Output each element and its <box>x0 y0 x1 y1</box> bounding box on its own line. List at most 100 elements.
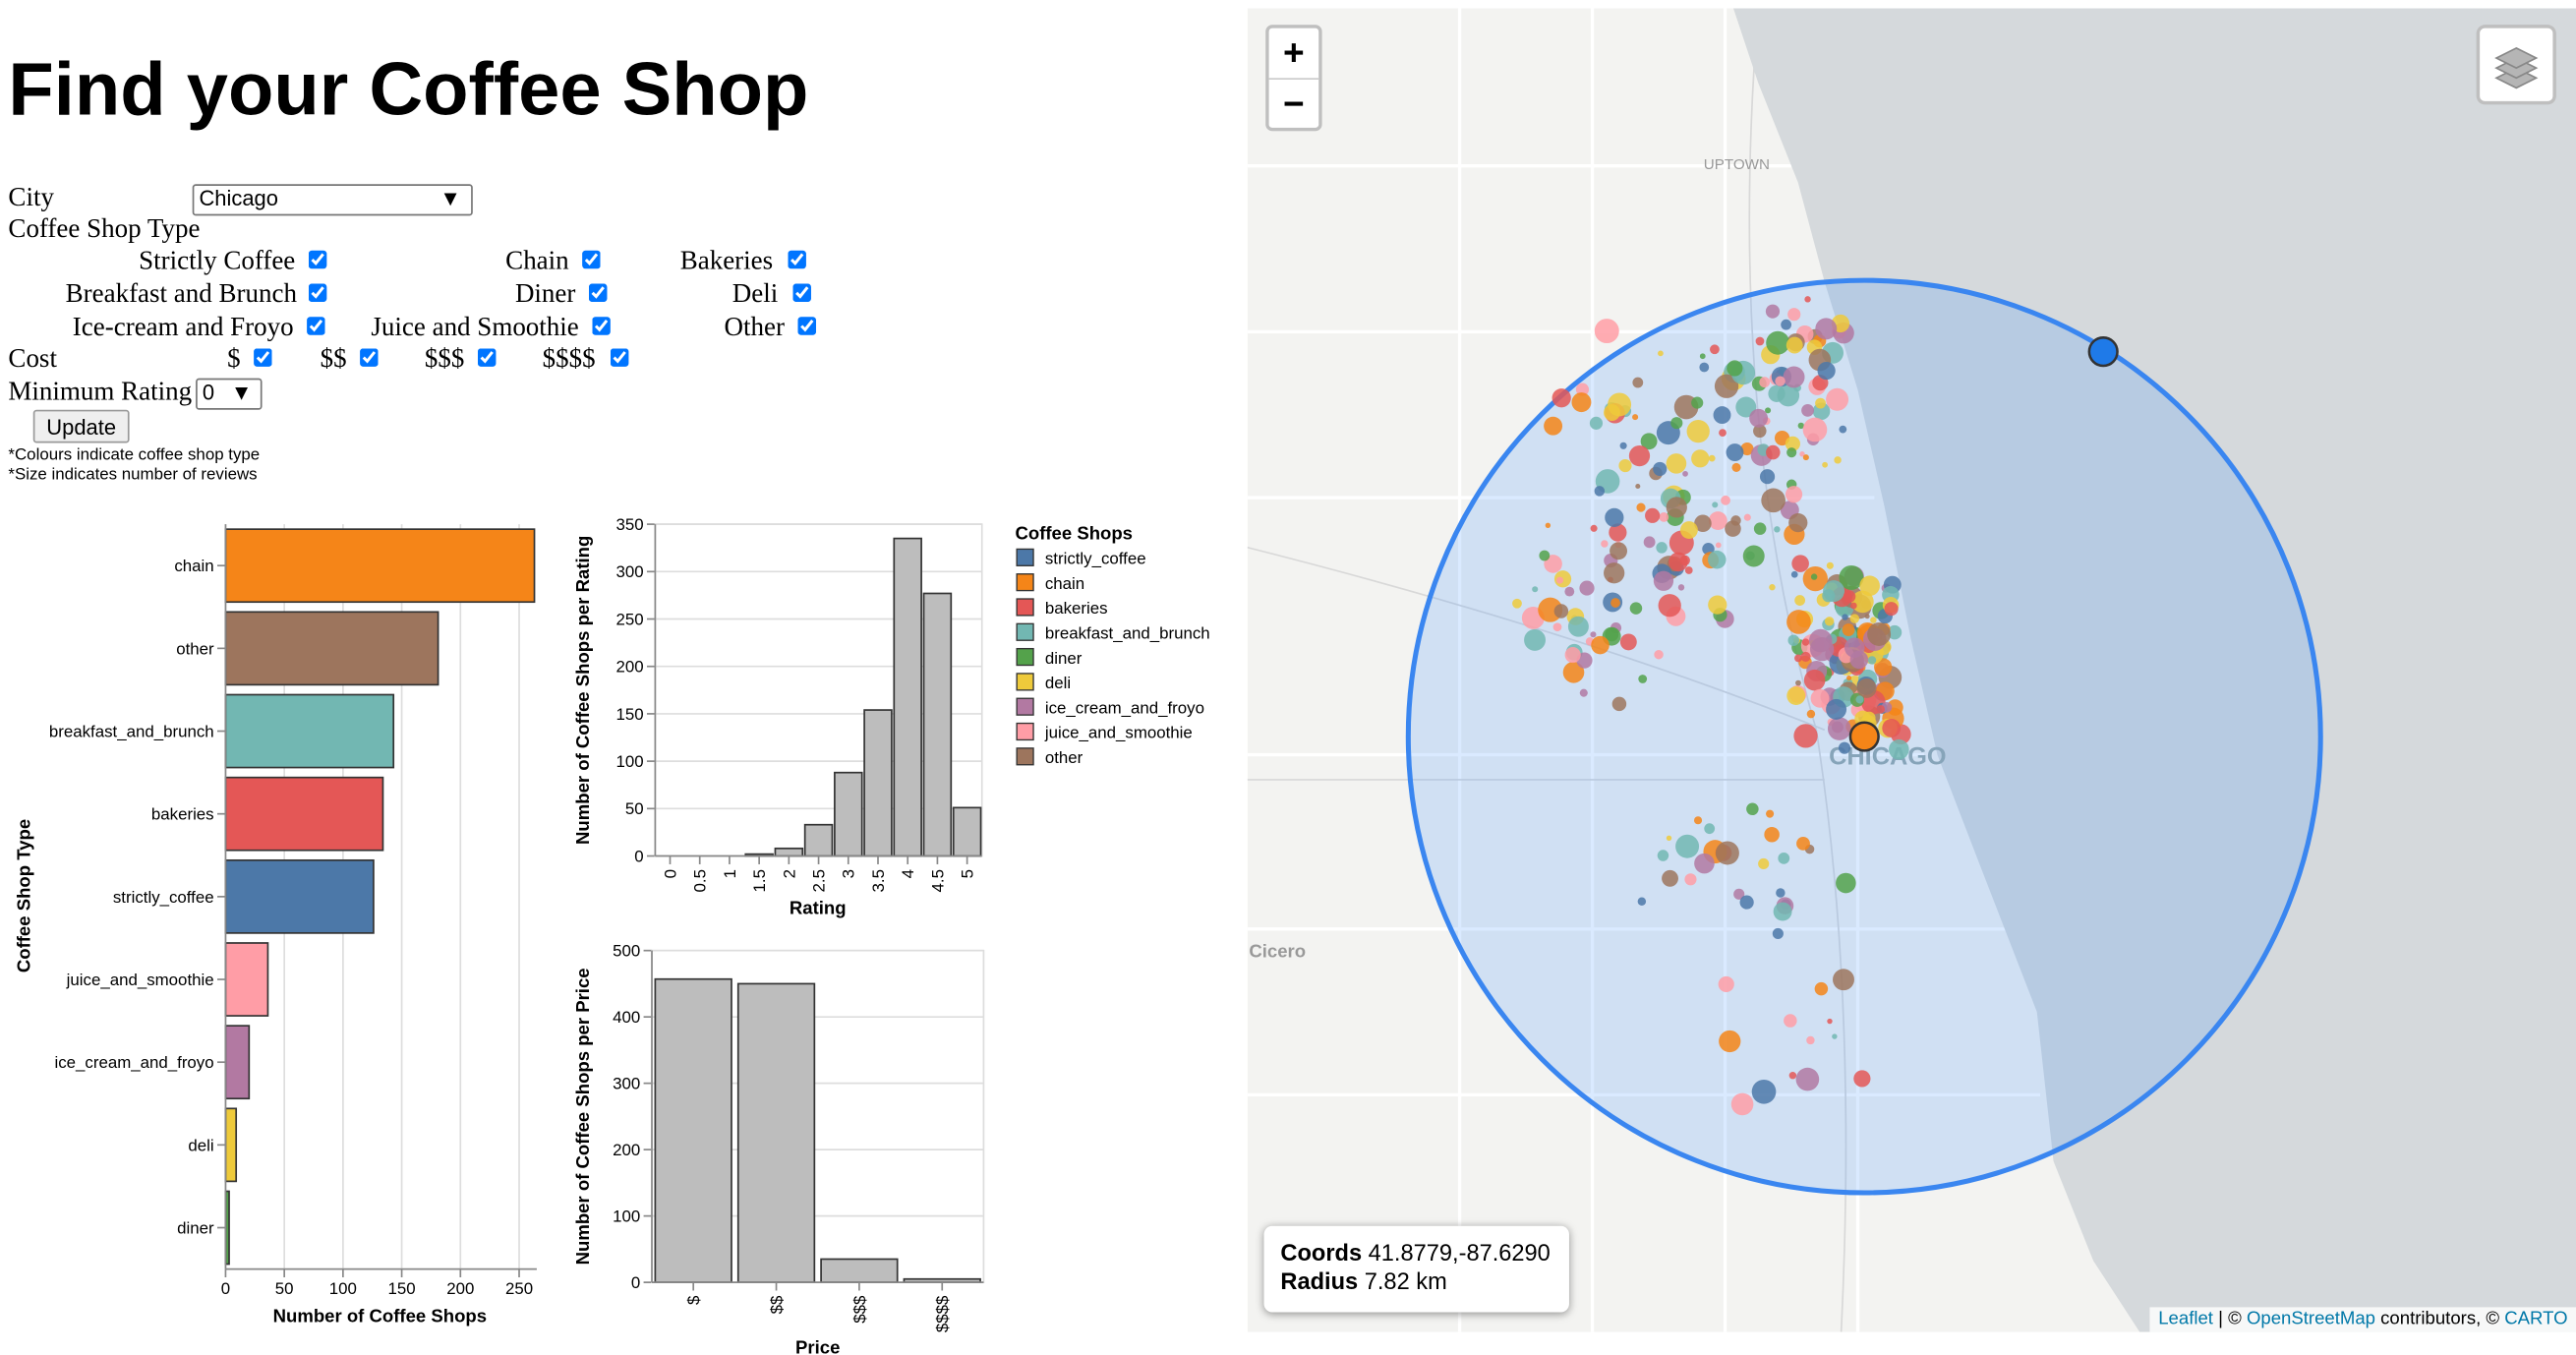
shop-marker[interactable] <box>1718 975 1734 993</box>
center-marker[interactable] <box>1848 721 1880 752</box>
shop-marker[interactable] <box>1773 902 1792 921</box>
shop-marker[interactable] <box>1777 383 1800 407</box>
shop-marker[interactable] <box>1783 366 1805 388</box>
attribution-link[interactable]: CARTO <box>2504 1309 2568 1329</box>
attribution-link[interactable]: Leaflet <box>2158 1309 2213 1329</box>
shop-marker[interactable] <box>1594 486 1606 497</box>
shop-marker[interactable] <box>1746 802 1759 816</box>
shop-marker[interactable] <box>1836 872 1856 894</box>
shop-marker[interactable] <box>1889 738 1909 760</box>
shop-marker[interactable] <box>1765 304 1781 319</box>
shop-marker[interactable] <box>1814 981 1829 996</box>
shop-marker[interactable] <box>1654 649 1664 660</box>
checkbox[interactable] <box>610 348 629 367</box>
shop-marker[interactable] <box>1635 483 1641 490</box>
shop-marker[interactable] <box>1775 376 1786 386</box>
shop-marker[interactable] <box>1532 586 1539 593</box>
shop-marker[interactable] <box>1715 841 1739 865</box>
shop-marker[interactable] <box>1769 584 1776 591</box>
shop-marker[interactable] <box>1824 617 1835 626</box>
shop-marker[interactable] <box>1653 570 1674 591</box>
shop-marker[interactable] <box>1804 296 1811 303</box>
shop-marker[interactable] <box>1749 408 1769 428</box>
shop-marker[interactable] <box>1590 524 1598 532</box>
shop-marker[interactable] <box>1653 461 1668 477</box>
shop-marker[interactable] <box>1544 416 1563 436</box>
checkbox[interactable] <box>477 348 497 367</box>
shop-marker[interactable] <box>1806 709 1816 719</box>
shop-marker[interactable] <box>1524 628 1547 651</box>
shop-marker[interactable] <box>1604 562 1625 584</box>
shop-marker[interactable] <box>1512 598 1522 609</box>
shop-marker[interactable] <box>1884 602 1899 617</box>
layers-control[interactable] <box>2476 25 2556 105</box>
radius-handle[interactable] <box>2087 336 2119 368</box>
city-select[interactable]: Chicago ▼ <box>192 184 473 216</box>
checkbox[interactable] <box>788 250 806 269</box>
shop-marker[interactable] <box>1629 602 1643 615</box>
shop-marker[interactable] <box>1801 403 1814 417</box>
shop-marker[interactable] <box>1849 650 1869 670</box>
checkbox[interactable] <box>582 250 601 269</box>
shop-marker[interactable] <box>1562 661 1585 683</box>
checkbox[interactable] <box>792 283 811 303</box>
shop-marker[interactable] <box>1759 377 1771 388</box>
shop-marker[interactable] <box>1793 724 1818 748</box>
shop-marker[interactable] <box>1743 513 1751 521</box>
shop-marker[interactable] <box>1876 705 1886 714</box>
shop-marker[interactable] <box>1699 362 1710 373</box>
shop-marker[interactable] <box>1726 443 1744 462</box>
shop-marker[interactable] <box>1636 502 1646 512</box>
shop-marker[interactable] <box>1605 507 1624 527</box>
shop-marker[interactable] <box>1788 512 1808 533</box>
shop-marker[interactable] <box>1867 621 1892 646</box>
shop-marker[interactable] <box>1730 1092 1754 1116</box>
shop-marker[interactable] <box>1795 1067 1820 1091</box>
checkbox[interactable] <box>308 283 327 303</box>
shop-marker[interactable] <box>1713 406 1731 425</box>
shop-marker[interactable] <box>1609 523 1627 542</box>
shop-marker[interactable] <box>1827 1018 1833 1025</box>
shop-marker[interactable] <box>1679 521 1698 539</box>
shop-marker[interactable] <box>1766 330 1790 355</box>
shop-marker[interactable] <box>1553 604 1569 619</box>
shop-marker[interactable] <box>1694 514 1712 533</box>
shop-marker[interactable] <box>1765 407 1772 414</box>
shop-marker[interactable] <box>1666 497 1687 518</box>
shop-marker[interactable] <box>1555 576 1564 584</box>
shop-marker[interactable] <box>1867 656 1877 665</box>
shop-marker[interactable] <box>1815 397 1826 409</box>
shop-marker[interactable] <box>1776 888 1786 898</box>
shop-marker[interactable] <box>1628 444 1651 467</box>
shop-marker[interactable] <box>1735 396 1757 418</box>
shop-marker[interactable] <box>1839 425 1847 434</box>
shop-marker[interactable] <box>1785 436 1800 451</box>
shop-marker[interactable] <box>1666 453 1687 474</box>
update-button[interactable]: Update <box>32 409 130 443</box>
shop-marker[interactable] <box>1708 595 1727 615</box>
shop-marker[interactable] <box>1791 555 1809 572</box>
shop-marker[interactable] <box>1679 555 1690 566</box>
shop-marker[interactable] <box>1822 589 1836 603</box>
shop-marker[interactable] <box>1708 511 1727 531</box>
shop-marker[interactable] <box>1539 550 1551 561</box>
shop-marker[interactable] <box>1794 654 1802 663</box>
shop-marker[interactable] <box>1670 417 1683 430</box>
shop-marker[interactable] <box>1707 550 1727 569</box>
shop-marker[interactable] <box>1656 542 1668 554</box>
shop-marker[interactable] <box>1619 442 1627 449</box>
shop-marker[interactable] <box>1731 462 1741 472</box>
shop-marker[interactable] <box>1575 383 1590 396</box>
shop-marker[interactable] <box>1571 392 1592 413</box>
shop-marker[interactable] <box>1544 555 1562 573</box>
shop-marker[interactable] <box>1719 429 1727 438</box>
shop-marker[interactable] <box>1753 522 1767 535</box>
shop-marker[interactable] <box>1715 542 1722 549</box>
checkbox[interactable] <box>797 317 817 335</box>
shop-marker[interactable] <box>1564 646 1581 664</box>
shop-marker[interactable] <box>1632 414 1639 421</box>
shop-marker[interactable] <box>1710 344 1720 355</box>
shop-marker[interactable] <box>1870 617 1877 623</box>
shop-marker[interactable] <box>1658 594 1681 618</box>
shop-marker[interactable] <box>1666 835 1672 842</box>
